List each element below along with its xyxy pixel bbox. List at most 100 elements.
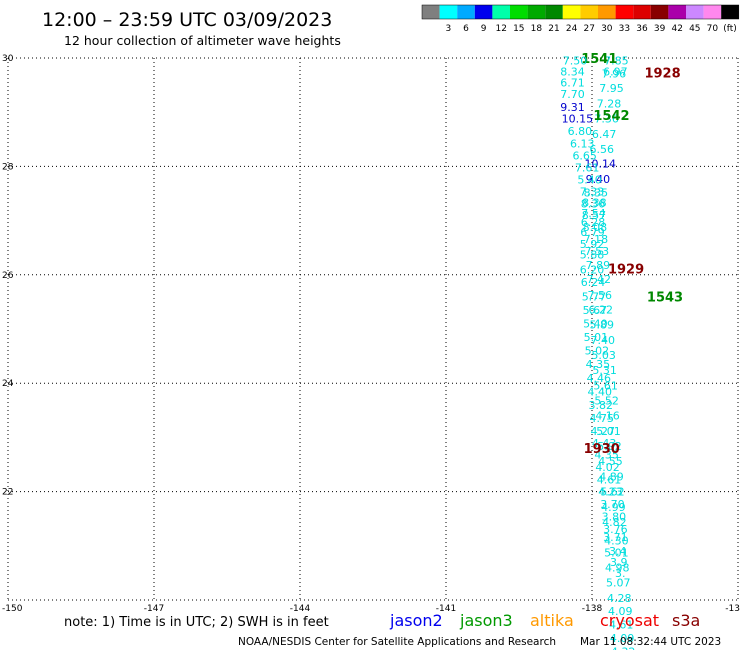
wave-height-value: 5.77 [582,290,607,303]
y-tick-label: 22 [2,488,13,498]
legend-swatch [721,5,739,19]
satellite-legend: jason2 jason3 altika cryosat s3a [389,611,700,630]
legend-label: 9 [481,24,487,34]
wave-height-value: 7.36 [594,113,619,126]
wave-height-value: 7.56 [588,289,613,302]
wave-height-value: 5.88 [580,249,605,262]
wave-height-value: 8.08 [583,221,608,234]
wave-height-value: 5.02 [585,345,610,358]
legend-swatch [474,5,493,19]
footer-timestamp: Mar 11 08:32:44 UTC 2023 [580,636,721,648]
wave-height-value: 8.34 [560,66,585,79]
pass-time-label: 1543 [647,290,683,305]
legend-swatch [703,5,722,19]
wave-height-value: 4.16 [595,410,620,423]
wave-height-value: 5.07 [606,577,631,590]
pass-time-label: 1541 [581,52,617,67]
legend-swatch [562,5,581,19]
wave-height-value: 5.40 [583,318,608,331]
wave-height-value: 7.28 [597,98,622,111]
axis-ticks: -150 -147 -144 -141 -138 -13 22 24 26 28 30 [2,54,740,614]
pass-time-label: 1929 [608,262,644,277]
wave-height-value: 3.9 [610,556,628,569]
wave-height-value: 7.50 [563,55,588,68]
wave-height-value: 5.02 [597,440,622,453]
legend-swatch [580,5,598,19]
wave-height-value: 4.75 [589,412,614,425]
y-tick-label: 24 [2,379,14,389]
wave-height-value: 6.13 [570,138,595,151]
wave-height-value: 5.89 [589,319,614,332]
wave-height-value: 5.01 [584,331,609,344]
wave-height-value: 3.71 [603,531,628,544]
wave-height-value: 6.47 [592,128,617,141]
wave-height-value: 7.85 [604,55,629,68]
legend-label: 45 [689,24,700,34]
legend-label: 33 [619,24,630,34]
wave-height-value: 4.35 [594,449,619,462]
wave-height-value: 9.40 [586,173,611,186]
wave-height-value: 7.33 [580,185,605,198]
chart-title: 12:00 – 23:59 UTC 03/09/2023 [42,9,332,31]
y-tick-label: 28 [2,162,14,172]
wave-height-value: 4.98 [605,561,630,574]
wave-height-value: 7.95 [599,82,624,95]
legend-label: 42 [671,24,682,34]
wave-height-value: 7.53 [585,245,610,258]
wave-height-value: 4.46 [587,372,612,385]
legend-label: 3 [446,24,452,34]
y-tick-label: 26 [2,271,14,281]
wave-height-value: 4.82 [602,516,627,529]
satellite-name: altika [530,611,574,630]
wave-height-value: 5.62 [600,486,625,499]
wave-height-value: 3.4 [609,545,627,558]
wave-height-value: 5.92 [580,238,605,251]
satellite-name: jason2 [389,611,443,630]
x-tick-label: -138 [582,604,603,614]
x-tick-label: -150 [2,604,23,614]
wave-height-value: 5.52 [594,395,619,408]
pass-time-label: 1542 [593,109,629,124]
wave-height-value: 5.01 [596,425,621,438]
wave-height-value: 4.61 [609,618,634,631]
wave-height-value: 6.80 [568,125,593,138]
wave-height-value: 6.22 [589,303,614,316]
wave-height-value: 5.40 [577,173,602,186]
wave-height-value: 8.36 [581,197,606,210]
x-tick-label: -144 [290,604,311,614]
wave-height-value: 4.30 [604,534,629,547]
wave-height-value: 4.40 [588,385,613,398]
x-tick-label: -141 [436,604,456,614]
data-points: 7.856.977.967.95 7.28 7.36 6.47 6.56 10.14 9.4… [560,52,683,650]
grid-lines [7,57,739,601]
wave-height-value: 6.97 [603,66,628,79]
wave-height-value: 4.27 [590,425,615,438]
legend-label: 30 [601,24,613,34]
x-tick-label: -147 [144,604,164,614]
legend-swatch [650,5,669,19]
wave-height-value: 7.61 [575,161,600,174]
legend-swatch [668,5,686,19]
legend-label: 39 [654,24,666,34]
wave-height-value: 6.56 [589,143,614,156]
legend-swatch [686,5,704,19]
wave-height-value: 4.28 [607,592,632,605]
wave-height-value: 3.70 [600,498,625,511]
legend-label: (ft) [723,24,737,34]
wave-height-value: 6.79 [580,226,605,239]
wave-height-value: 7.54 [581,207,606,220]
legend-swatch [615,5,634,19]
wave-height-value: 7.96 [602,68,627,81]
wave-height-value: 3. [615,567,626,580]
wave-height-value: 4.02 [595,461,620,474]
wave-height-value: 6.65 [572,150,597,163]
legend-swatch [598,5,616,19]
legend-swatch [545,5,563,19]
legend-label: 6 [463,24,469,34]
wave-height-value: 5.31 [592,364,617,377]
wave-height-value: 5.01 [604,546,629,559]
wave-height-value: 8.35 [584,186,609,199]
legend-frame [421,4,740,20]
legend-swatch [422,5,440,19]
legend-label: 24 [566,24,578,34]
